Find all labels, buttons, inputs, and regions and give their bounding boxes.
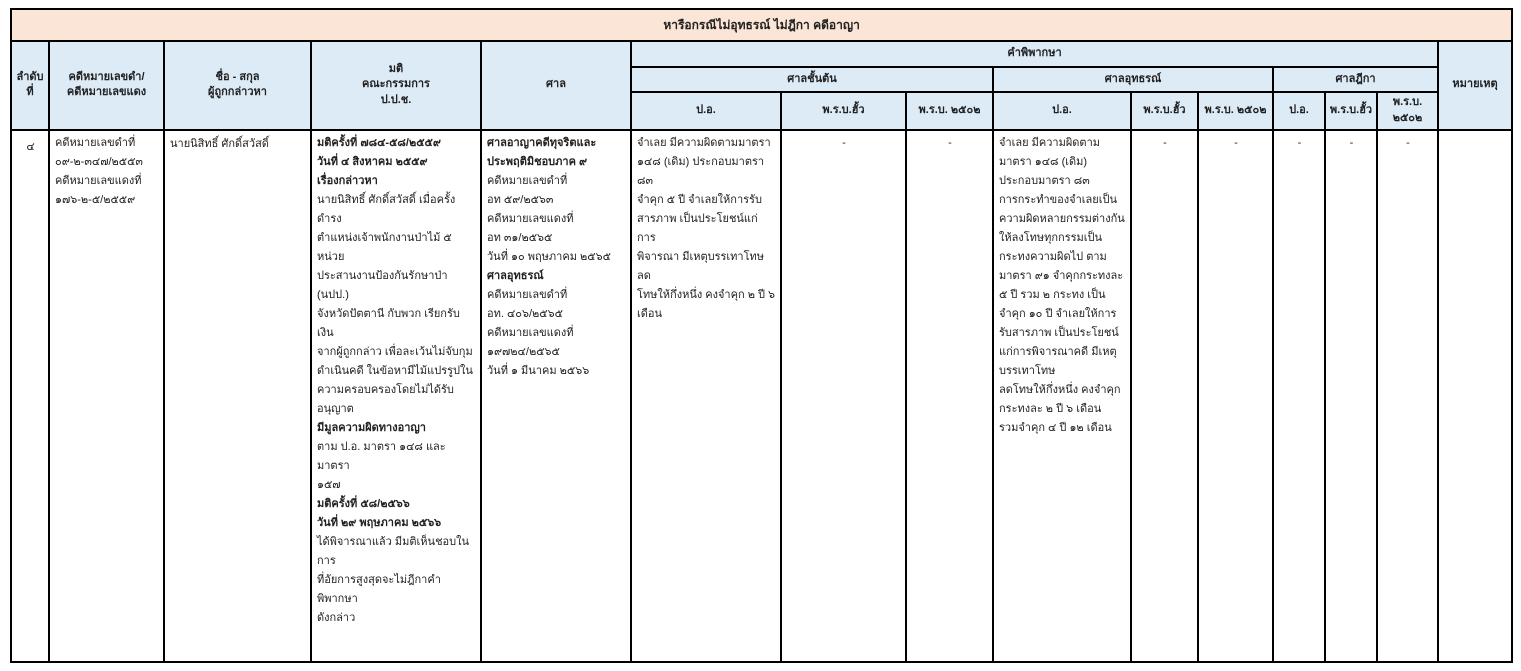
header-supreme-act-2502: พ.ร.บ. ๒๕๐๒ [1376, 91, 1439, 131]
text-line: คดีหมายเลขดำที่ [55, 136, 136, 149]
text-line: รวมจำคุก ๔ ปี ๑๒ เดือน [999, 421, 1112, 434]
header-appeal-po: ป.อ. [992, 91, 1132, 131]
text-line: ประกอบมาตรา ๘๓ [999, 174, 1090, 187]
text-line: ประสานงานป้องกันรักษาป่า (นปป.) [317, 269, 448, 301]
text-line: รับสารภาพ เป็นประโยชน์ [999, 326, 1119, 339]
text-line: กระทงละ ๒ ปี ๖ เดือน [999, 402, 1102, 415]
text-line: ๑๙๗๒๔/๒๕๖๕ [487, 345, 560, 358]
header-first-instance-act-2502: พ.ร.บ. ๒๕๐๒ [905, 91, 994, 131]
text-line: คดีหมายเลขดำที่ [487, 288, 568, 301]
cell-supreme-hua: - [1324, 128, 1378, 664]
text-line: เรื่องกล่าวหา [317, 174, 378, 187]
text-line: ๑๕๗ [317, 478, 341, 491]
text-line: คดีหมายเลขแดงที่ [487, 212, 574, 225]
text-line: นายนิสิทธิ์ ศักดิ์สวัสดิ์ เมื่อครั้งดำรง [317, 193, 456, 225]
cell-nacc-resolution: มติครั้งที่ ๗๘๔-๕๘/๒๕๕๙วันที่ ๔ สิงหาคม … [310, 128, 482, 664]
text-line: ลดโทษให้กึ่งหนึ่ง คงจำคุก [999, 383, 1121, 396]
header-court-first-instance: ศาลชั้นต้น [630, 66, 994, 93]
text-line: โทษให้กึ่งหนึ่ง คงจำคุก ๒ ปี ๖ [637, 288, 776, 301]
text-line: กระทงความผิดไป ตาม [999, 250, 1107, 263]
text-line: จากผู้ถูกกล่าว เพื่อละเว้นไม่จับกุม [317, 345, 473, 358]
cell-accused-name: นายนิสิทธิ์ ศักดิ์สวัสดิ์ [163, 128, 312, 664]
cell-court: ศาลอาญาคดีทุจริตและประพฤติมิชอบภาค ๙คดีห… [480, 128, 632, 664]
header-supreme-hua-act: พ.ร.บ.ฮั้ว [1324, 91, 1378, 131]
cell-case-numbers: คดีหมายเลขดำที่๐๙-๒-๓๔๗/๒๕๕๓คดีหมายเลขแด… [48, 128, 165, 664]
header-case-numbers: คดีหมายเลขดำ/ คดีหมายเลขแดง [48, 40, 165, 131]
text-line: ๕ ปี รวม ๒ กระทง เป็น [999, 288, 1106, 301]
text-line: คดีหมายเลขแดงที่ [487, 326, 574, 339]
cell-first-instance-po: จำเลย มีความผิดตามมาตรา๑๔๘ (เดิม) ประกอบ… [630, 128, 782, 664]
header-court-supreme: ศาลฎีกา [1272, 66, 1439, 93]
header-appeal-act-2502: พ.ร.บ. ๒๕๐๒ [1197, 91, 1274, 131]
cell-note [1436, 128, 1514, 664]
text-line: ที่อัยการสูงสุดจะไม่ฎีกาคำพิพากษา [317, 573, 441, 605]
text-line: บรรเทาโทษ [999, 364, 1056, 377]
header-court: ศาล [480, 40, 632, 131]
text-line: ดำเนินคดี ในข้อหามีไม้แปรรูปใน [317, 364, 473, 377]
header-first-instance-po: ป.อ. [630, 91, 782, 131]
text-line: วันที่ ๑๐ พฤษภาคม ๒๕๖๕ [487, 250, 611, 263]
cell-supreme-act2502: - [1376, 128, 1439, 664]
text-line: จำคุก ๕ ปี จำเลยให้การรับ [637, 193, 762, 206]
text-line: อท ๓๑/๒๕๖๕ [487, 231, 553, 244]
text-line: มติครั้งที่ ๗๘๔-๕๘/๒๕๕๙ [317, 136, 441, 149]
text-line: ความครอบครองโดยไม่ได้รับอนุญาต [317, 383, 454, 415]
cell-appeal-po: จำเลย มีความผิดตามมาตรา ๑๔๘ (เดิม) ประกอบ… [992, 128, 1132, 664]
text-line: มาตรา ๑๔๘ (เดิม) [999, 155, 1088, 168]
text-line: เดือน [637, 307, 663, 320]
text-line: มีมูลความผิดทางอาญา [317, 421, 426, 434]
text-line: ความผิดหลายกรรมต่างกัน [999, 212, 1125, 225]
header-court-appeal: ศาลอุทธรณ์ [992, 66, 1274, 93]
cell-appeal-hua: - [1130, 128, 1199, 664]
text-line: ๐๙-๒-๓๔๗/๒๕๕๓ [55, 155, 143, 168]
text-line: จำเลย มีความผิดตามมาตรา [637, 136, 771, 149]
text-line: จำเลย มีความผิดตาม [999, 136, 1100, 149]
text-line: คดีหมายเลขแดงที่ [55, 174, 142, 187]
text-line: ศาลอาญาคดีทุจริตและ [487, 136, 597, 149]
text-line: มาตรา ๙๑ จำคุกกระทงละ [999, 269, 1124, 282]
text-line: ศาลอุทธรณ์ [487, 269, 544, 282]
text-line: วันที่ ๔ สิงหาคม ๒๕๕๙ [317, 155, 428, 168]
header-note: หมายเหตุ [1436, 40, 1514, 131]
case-table: หารือกรณีไม่อุทธรณ์ ไม่ฎีกา คดีอาญา ลำดั… [9, 8, 1514, 664]
text-line: อท ๕๙/๒๕๖๓ [487, 193, 554, 206]
header-seq-no: ลำดับ ที่ [10, 40, 50, 131]
text-line: จำคุก ๑๐ ปี จำเลยให้การ [999, 307, 1117, 320]
text-line: แก่การพิจารณาคดี มีเหตุ [999, 345, 1117, 358]
text-line: ตำแหน่งเจ้าพนักงานป่าไม้ ๕ หน่วย [317, 231, 452, 263]
cell-appeal-act2502: - [1197, 128, 1274, 664]
text-line: จังหวัดปัตตานี กับพวก เรียกรับเงิน [317, 307, 460, 339]
text-line: พิจารณา มีเหตุบรรเทาโทษ ลด [637, 250, 765, 282]
cell-first-instance-act2502: - [905, 128, 994, 664]
text-line: ให้ลงโทษทุกกรรมเป็น [999, 231, 1103, 244]
text-line: ประพฤติมิชอบภาค ๙ [487, 155, 588, 168]
header-nacc-resolution: มติ คณะกรรมการ ป.ป.ช. [310, 40, 482, 131]
text-line: อท. ๔๐๖/๒๕๖๕ [487, 307, 563, 320]
text-line: ดังกล่าว [317, 611, 356, 624]
text-line: ได้พิจารณาแล้ว มีมติเห็นชอบในการ [317, 535, 470, 567]
text-line: ๑๗๖-๒-๕/๒๕๕๙ [55, 193, 136, 206]
text-line: วันที่ ๑ มีนาคม ๒๕๖๖ [487, 364, 590, 377]
text-line: วันที่ ๒๙ พฤษภาคม ๒๕๖๖ [317, 516, 442, 529]
text-line: คดีหมายเลขดำที่ [487, 174, 568, 187]
text-line: การกระทำของจำเลยเป็น [999, 193, 1117, 206]
header-judgment: คำพิพากษา [630, 40, 1439, 68]
text-line: ตาม ป.อ. มาตรา ๑๔๘ และมาตรา [317, 440, 446, 472]
header-accused-name: ชื่อ - สกุล ผู้ถูกกล่าวหา [163, 40, 312, 131]
text-line: สารภาพ เป็นประโยชน์แก่การ [637, 212, 758, 244]
text-line: มติครั้งที่ ๕๘/๒๕๖๖ [317, 497, 410, 510]
header-appeal-hua-act: พ.ร.บ.ฮั้ว [1130, 91, 1199, 131]
text-line: ๑๔๘ (เดิม) ประกอบมาตรา ๘๓ [637, 155, 765, 187]
header-supreme-po: ป.อ. [1272, 91, 1326, 131]
cell-seq-no: ๔ [10, 128, 50, 664]
table-title: หารือกรณีไม่อุทธรณ์ ไม่ฎีกา คดีอาญา [9, 8, 1514, 42]
cell-first-instance-hua: - [780, 128, 907, 664]
cell-supreme-po: - [1272, 128, 1326, 664]
header-first-instance-hua-act: พ.ร.บ.ฮั้ว [780, 91, 907, 131]
